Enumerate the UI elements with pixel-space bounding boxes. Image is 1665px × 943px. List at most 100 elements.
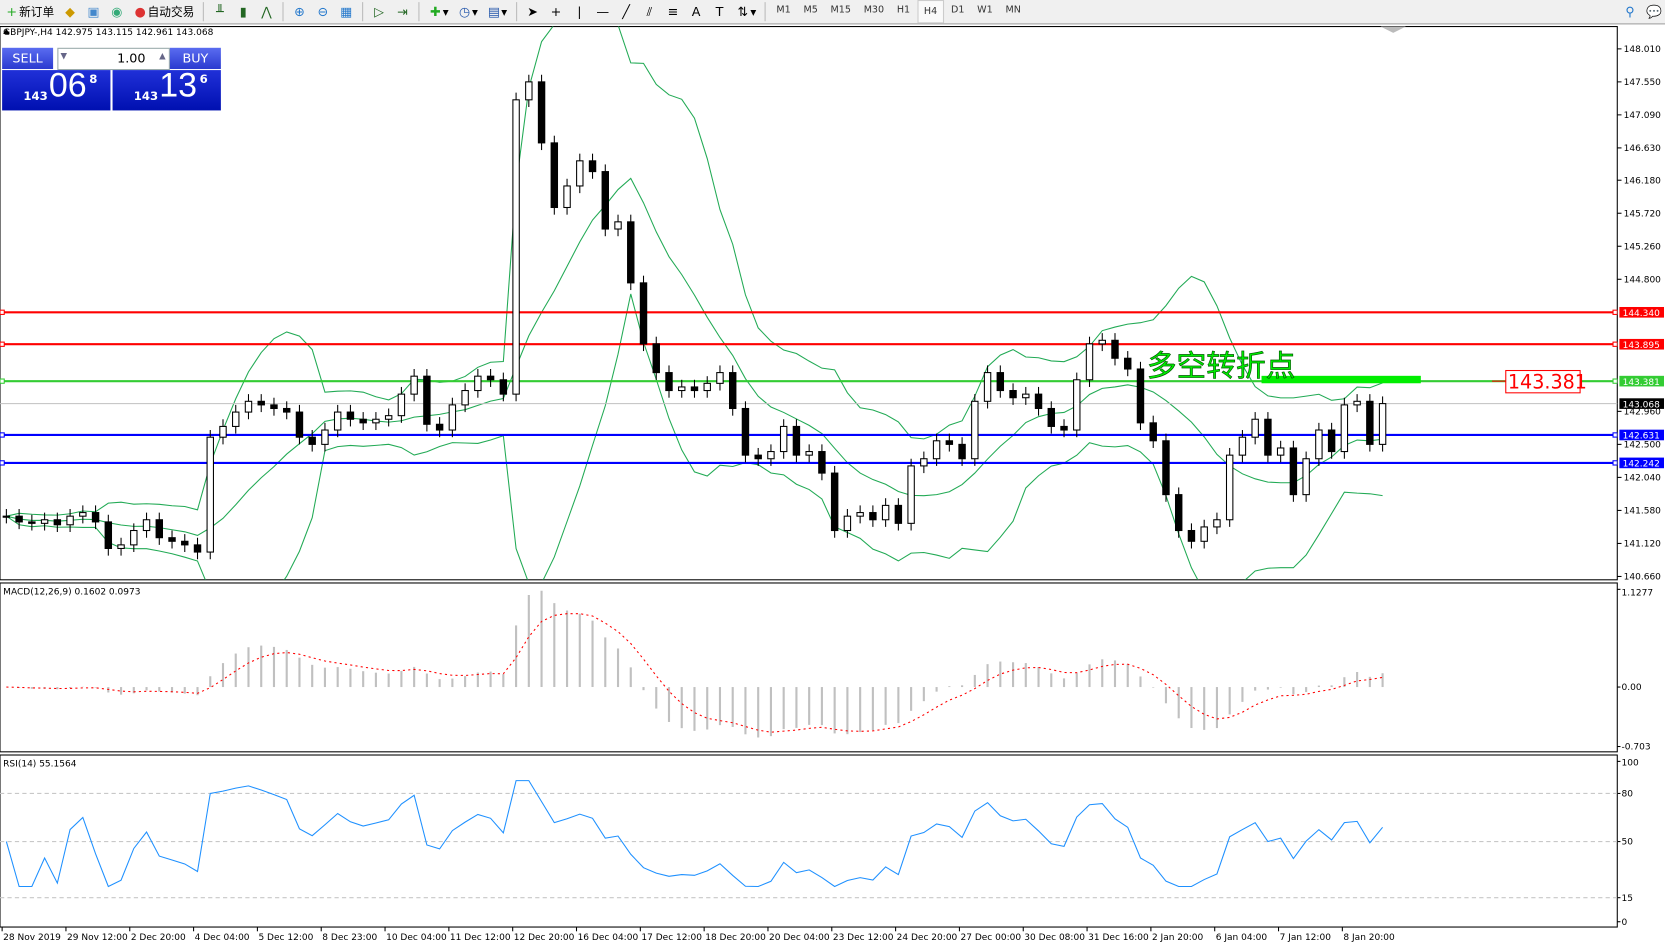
level-handle[interactable] <box>1612 341 1618 347</box>
fibonacci-button[interactable]: ≡ <box>662 1 683 22</box>
market-watch-button[interactable]: ◆ <box>59 1 80 22</box>
candle-body <box>996 372 1005 392</box>
zoom-in-button[interactable]: ⊕ <box>289 1 310 22</box>
candle-body <box>384 415 393 420</box>
horizontal-line-button[interactable]: — <box>592 1 613 22</box>
level-handle[interactable] <box>1612 432 1618 438</box>
level-price-label: 142.242 <box>1623 460 1660 470</box>
candle <box>15 508 23 530</box>
level-handle[interactable] <box>0 460 5 466</box>
level-handle[interactable] <box>1612 309 1618 315</box>
candle <box>1149 415 1157 448</box>
candle-body <box>1136 368 1145 424</box>
buy-button[interactable]: BUY <box>169 47 221 70</box>
candle-body <box>665 372 673 392</box>
candle <box>1289 440 1298 502</box>
candle-body <box>856 512 864 517</box>
sell-price[interactable]: 143 06 8 <box>2 66 111 111</box>
candle <box>537 74 546 151</box>
search-button[interactable]: ⚲ <box>1619 1 1640 22</box>
candle <box>716 365 724 391</box>
level-handle[interactable] <box>0 309 5 315</box>
date-tick-label: 16 Dec 04:00 <box>578 933 639 943</box>
navigator-button[interactable]: ▣ <box>83 1 104 22</box>
price-tick-label: 145.260 <box>1624 242 1662 252</box>
candle-body <box>741 407 750 456</box>
text-label-button[interactable]: T <box>709 1 730 22</box>
timeframe-m5[interactable]: M5 <box>803 5 818 16</box>
chat-button[interactable]: 💬 <box>1643 1 1664 22</box>
candle-body <box>257 400 265 406</box>
sell-button[interactable]: SELL <box>2 47 54 70</box>
line-chart-button[interactable]: ⋀ <box>256 1 277 22</box>
candle-body <box>983 372 992 402</box>
price-chart[interactable]: 144.340 143.895 143.381 142.631 142.242 多空转折点… <box>0 24 1665 943</box>
templates-button[interactable]: ▤ ▾ <box>487 4 508 20</box>
timeframe-w1[interactable]: W1 <box>977 5 993 16</box>
channel-button[interactable]: ⫽ <box>639 1 660 22</box>
timeframe-h4[interactable]: H4 <box>917 0 944 24</box>
level-handle[interactable] <box>1612 460 1618 466</box>
signals-button[interactable]: ◉ <box>106 1 127 22</box>
search-icon: ⚲ <box>1625 4 1635 20</box>
periods-button[interactable]: ◷ ▾ <box>459 4 478 20</box>
chart-shift-icon: ⇥ <box>397 4 408 20</box>
one-click-trading-panel: SELL ▼ 1.00 ▲ BUY 143 06 8 143 13 6 <box>2 47 221 111</box>
candle <box>1315 422 1323 466</box>
trendline-button[interactable]: ╱ <box>615 1 636 22</box>
bar-chart-button[interactable]: ╨ <box>209 1 230 22</box>
vertical-line-button[interactable]: | <box>569 1 590 22</box>
date-tick-label: 8 Jan 20:00 <box>1343 933 1395 943</box>
level-handle[interactable] <box>0 432 5 438</box>
timeframe-m15[interactable]: M15 <box>830 5 851 16</box>
candle-body <box>1073 379 1081 431</box>
candle <box>1009 383 1017 405</box>
date-tick-label: 4 Dec 04:00 <box>195 933 250 943</box>
candle <box>1187 523 1196 549</box>
candle <box>53 512 62 532</box>
candle <box>627 214 635 291</box>
candle-body <box>1238 436 1247 456</box>
level-handle[interactable] <box>0 378 5 384</box>
lot-decrease-icon[interactable]: ▼ <box>60 50 68 61</box>
collapse-triangle-icon[interactable] <box>3 28 10 34</box>
candle-body <box>1085 343 1094 381</box>
indicators-button[interactable]: ✚ ▾ <box>425 1 452 22</box>
level-handle[interactable] <box>0 341 5 347</box>
candle <box>1073 372 1081 438</box>
zoom-out-button[interactable]: ⊖ <box>312 1 333 22</box>
tile-windows-button[interactable]: ▦ <box>336 1 357 22</box>
lot-size-input[interactable]: ▼ 1.00 ▲ <box>57 47 170 71</box>
level-handle[interactable] <box>1612 378 1618 384</box>
gold-bars-icon: ◆ <box>65 4 75 20</box>
timeframe-m1[interactable]: M1 <box>776 5 791 16</box>
autoscroll-button[interactable]: ▷ <box>368 1 389 22</box>
text-button[interactable]: A <box>686 1 707 22</box>
new-order-button[interactable]: + 新订单 <box>1 1 57 22</box>
candle <box>410 369 418 402</box>
candle <box>971 394 979 466</box>
divider <box>515 2 517 22</box>
date-tick-label: 17 Dec 12:00 <box>641 933 702 943</box>
candle <box>728 365 737 416</box>
lot-increase-icon[interactable]: ▲ <box>159 50 166 61</box>
current-price-label: 143.068 <box>1623 400 1661 410</box>
candlestick-button[interactable]: ▮ <box>233 1 254 22</box>
candle-body <box>1124 357 1132 370</box>
auto-trading-button[interactable]: ● 自动交易 <box>130 1 198 22</box>
timeframe-d1[interactable]: D1 <box>950 5 965 16</box>
timeframe-mn[interactable]: MN <box>1005 5 1021 16</box>
timeframe-m30[interactable]: M30 <box>863 5 885 16</box>
zoom-out-icon: ⊖ <box>317 4 329 20</box>
arrows-button[interactable]: ⇅ ▾ <box>732 1 759 22</box>
crosshair-button[interactable]: + <box>545 1 566 22</box>
candle-body <box>333 411 342 431</box>
timeframe-h1[interactable]: H1 <box>896 5 911 16</box>
zoom-in-icon: ⊕ <box>294 4 305 20</box>
candle <box>168 530 176 549</box>
buy-price[interactable]: 143 13 6 <box>112 66 221 111</box>
candle-body <box>588 160 597 173</box>
chart-shift-button[interactable]: ⇥ <box>392 1 413 22</box>
candle-body <box>66 515 74 526</box>
cursor-button[interactable]: ➤ <box>522 1 543 22</box>
